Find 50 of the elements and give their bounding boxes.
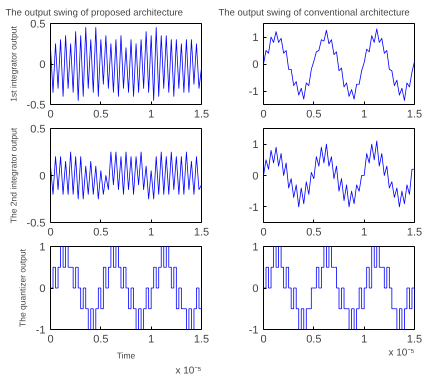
x-tick-label: 1.5	[406, 334, 422, 346]
y-tick-label: 1	[39, 242, 46, 254]
text: x 10⁻⁵	[175, 366, 202, 376]
x-tick-label: 0	[47, 226, 54, 238]
chart-title: The output swing of proposed architecture	[6, 8, 183, 18]
y-tick-label: -1	[248, 324, 258, 336]
y-tick-label: -0.5	[26, 100, 46, 112]
x-tick-label: 1.5	[194, 108, 210, 120]
chart-title: The output swing of conventional architecture	[218, 8, 410, 18]
x-tick-label: 0	[260, 108, 267, 120]
x-tick-label: 1	[148, 334, 154, 346]
y-tick-label: 1	[252, 242, 259, 254]
x-tick-label: 0	[47, 334, 54, 346]
y-tick-label: 0	[39, 59, 46, 71]
y-axis-title: The quantizer output	[18, 248, 28, 327]
x-tick-label: 1	[361, 108, 368, 120]
y-tick-label: -1	[248, 202, 258, 214]
y-tick-label: 0	[252, 170, 259, 182]
y-tick-label: -0.5	[26, 218, 46, 230]
x-tick-label: 1	[361, 226, 368, 238]
y-tick-label: 0	[252, 283, 259, 295]
x-tick-label: 0	[47, 108, 54, 120]
x-tick-label: 1.5	[406, 108, 422, 120]
y-tick-label: 1	[252, 139, 259, 152]
y-axis-title: The 2nd integrator output	[8, 127, 19, 224]
x-tick-label: 0.5	[306, 226, 322, 238]
y-tick-label: 0	[39, 283, 46, 295]
y-axis-title: 1st integrator output	[8, 26, 19, 102]
x-tick-label: 1	[361, 334, 368, 346]
x-tick-label: 1.5	[194, 334, 210, 346]
y-tick-label: 0.5	[30, 124, 46, 136]
x-tick-label: 1	[148, 108, 154, 120]
x-axis-title: Time	[116, 350, 136, 360]
x-tick-label: 0	[260, 226, 267, 238]
y-tick-label: 0	[39, 170, 46, 182]
x-tick-label: 0.5	[93, 108, 108, 120]
x-tick-label: 1.5	[406, 226, 422, 238]
x-tick-label: 0.5	[306, 334, 322, 346]
x-tick-label: 1	[148, 226, 154, 238]
y-tick-label: -1	[36, 324, 46, 336]
y-tick-label: -1	[248, 86, 258, 98]
y-tick-label: 0.5	[30, 18, 46, 30]
y-tick-label: 0	[252, 59, 259, 71]
text: x 10⁻⁵	[388, 348, 414, 358]
y-tick-label: 1	[252, 32, 259, 44]
x-tick-label: 0.5	[93, 226, 108, 238]
x-tick-label: 0.5	[93, 334, 108, 346]
x-tick-label: 1.5	[194, 226, 210, 238]
x-tick-label: 0.5	[306, 108, 322, 120]
x-tick-label: 0	[260, 334, 267, 346]
